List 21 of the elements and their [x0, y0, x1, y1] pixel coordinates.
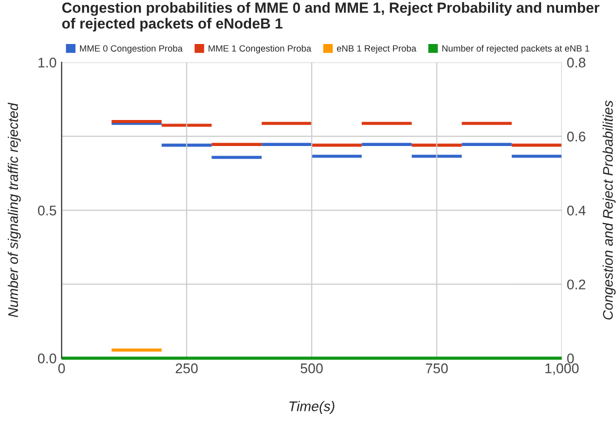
x-tick-label: 250 — [176, 363, 198, 374]
y2-tick-label: 0.2 — [567, 280, 586, 290]
x-tick-label: 750 — [426, 363, 448, 374]
legend-label: eNB 1 Reject Proba — [336, 44, 416, 54]
chart-title: Congestion probabilities of MME 0 and MME 1, Reject Probability and number of rejected packets of eNodeB 1 — [62, 2, 600, 32]
y-axis-title: Number of signaling traffic rejected — [8, 102, 21, 318]
legend-label: MME 0 Congestion Proba — [80, 44, 183, 54]
y2-tick-label: 0.8 — [567, 58, 586, 68]
x-axis-title: Time(s) — [289, 401, 334, 414]
y2-tick-label: 0.6 — [567, 132, 586, 142]
legend-label: Number of rejected packets at eNB 1 — [442, 44, 590, 54]
y-tick-label: 1.0 — [38, 58, 56, 68]
x-tick-label: 1,000 — [545, 363, 579, 375]
y-tick-label: 0.5 — [38, 206, 56, 216]
y2-tick-label: 0 — [567, 354, 574, 364]
y-tick-label: 0.0 — [38, 354, 56, 364]
x-tick-label: 0 — [58, 363, 65, 374]
y2-axis-title: Congestion and Reject Probabilities — [602, 100, 616, 320]
y2-tick-label: 0.4 — [567, 206, 586, 216]
legend-label: MME 1 Congestion Proba — [208, 44, 312, 54]
x-tick-label: 500 — [300, 363, 323, 374]
